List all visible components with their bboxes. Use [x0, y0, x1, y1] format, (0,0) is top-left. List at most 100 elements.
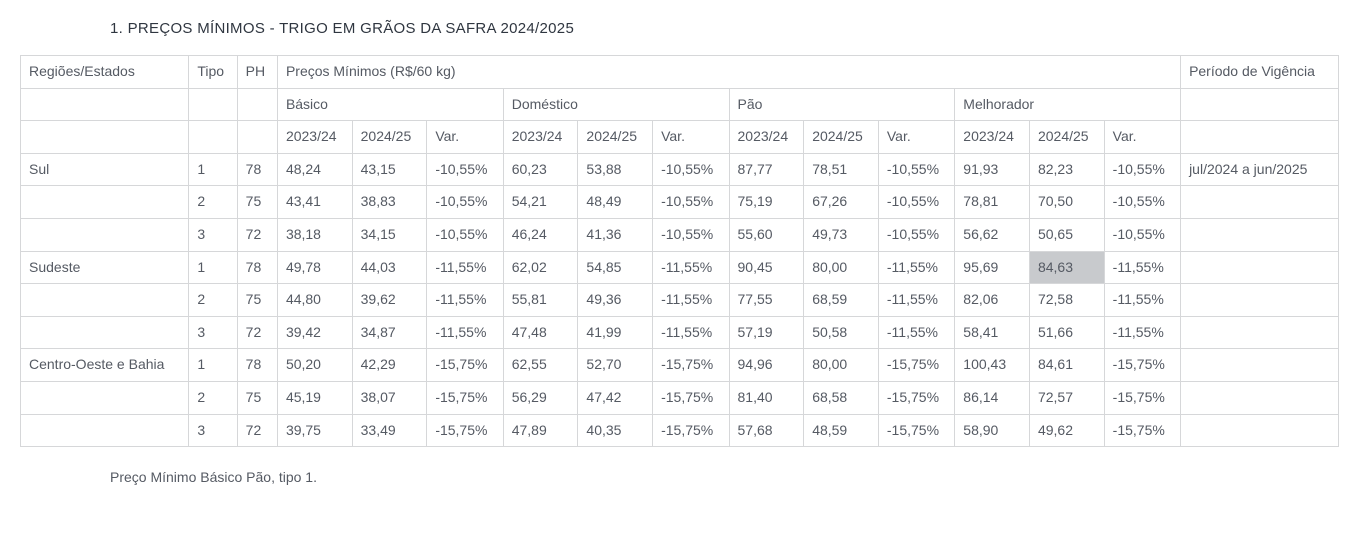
cell-pao: 57,68	[729, 414, 804, 447]
cell-tipo: 2	[189, 284, 237, 317]
cell-basico: 34,87	[352, 316, 427, 349]
cell-ph: 72	[237, 218, 277, 251]
cell-melhorador: 56,62	[955, 218, 1030, 251]
cell-melhorador: 84,61	[1029, 349, 1104, 382]
h2-blank-regioes	[21, 88, 189, 121]
h3-blank-regioes	[21, 121, 189, 154]
cell-melhorador: 58,41	[955, 316, 1030, 349]
cell-domestico: -15,75%	[653, 414, 729, 447]
cell-melhorador: 49,62	[1029, 414, 1104, 447]
cell-melhorador: -11,55%	[1104, 284, 1180, 317]
cell-ph: 75	[237, 284, 277, 317]
cell-tipo: 1	[189, 153, 237, 186]
cell-tipo: 2	[189, 381, 237, 414]
cell-pao: 80,00	[804, 251, 879, 284]
cell-tipo: 1	[189, 349, 237, 382]
cell-pao: 57,19	[729, 316, 804, 349]
table-row: 37239,7533,49-15,75%47,8940,35-15,75%57,…	[21, 414, 1339, 447]
cell-pao: -11,55%	[878, 251, 954, 284]
cell-domestico: 47,42	[578, 381, 653, 414]
cell-domestico: -11,55%	[653, 284, 729, 317]
col-periodo: Período de Vigência	[1181, 56, 1339, 89]
table-row: 27544,8039,62-11,55%55,8149,36-11,55%77,…	[21, 284, 1339, 317]
table-row: Sudeste17849,7844,03-11,55%62,0254,85-11…	[21, 251, 1339, 284]
cell-melhorador: -15,75%	[1104, 414, 1180, 447]
col-domestico-2023: 2023/24	[503, 121, 578, 154]
cell-basico: 44,80	[277, 284, 352, 317]
cell-pao: 55,60	[729, 218, 804, 251]
cell-melhorador: 51,66	[1029, 316, 1104, 349]
cell-pao: 68,59	[804, 284, 879, 317]
cell-domestico: 47,89	[503, 414, 578, 447]
cell-domestico: 48,49	[578, 186, 653, 219]
cell-regiao	[21, 316, 189, 349]
cell-pao: 77,55	[729, 284, 804, 317]
cell-melhorador: -10,55%	[1104, 153, 1180, 186]
cell-basico: -10,55%	[427, 186, 503, 219]
cell-domestico: 49,36	[578, 284, 653, 317]
cell-domestico: 41,99	[578, 316, 653, 349]
h2-blank-tipo	[189, 88, 237, 121]
col-basico-var: Var.	[427, 121, 503, 154]
col-domestico: Doméstico	[503, 88, 729, 121]
cell-basico: 42,29	[352, 349, 427, 382]
cell-pao: -11,55%	[878, 284, 954, 317]
cell-pao: 49,73	[804, 218, 879, 251]
cell-domestico: 54,21	[503, 186, 578, 219]
cell-basico: 34,15	[352, 218, 427, 251]
cell-ph: 78	[237, 251, 277, 284]
col-melhorador-2023: 2023/24	[955, 121, 1030, 154]
h2-blank-periodo	[1181, 88, 1339, 121]
cell-domestico: 60,23	[503, 153, 578, 186]
h3-blank-periodo	[1181, 121, 1339, 154]
cell-pao: 67,26	[804, 186, 879, 219]
cell-melhorador: -11,55%	[1104, 251, 1180, 284]
cell-domestico: 41,36	[578, 218, 653, 251]
cell-periodo	[1181, 218, 1339, 251]
col-basico-2024: 2024/25	[352, 121, 427, 154]
cell-basico: -10,55%	[427, 153, 503, 186]
cell-pao: 48,59	[804, 414, 879, 447]
col-melhorador-var: Var.	[1104, 121, 1180, 154]
col-domestico-2024: 2024/25	[578, 121, 653, 154]
col-precos-minimos: Preços Mínimos (R$/60 kg)	[277, 56, 1180, 89]
cell-domestico: -10,55%	[653, 218, 729, 251]
col-pao-var: Var.	[878, 121, 954, 154]
cell-melhorador: 86,14	[955, 381, 1030, 414]
cell-basico: -11,55%	[427, 251, 503, 284]
cell-regiao: Sul	[21, 153, 189, 186]
cell-domestico: -15,75%	[653, 381, 729, 414]
cell-pao: -15,75%	[878, 349, 954, 382]
col-tipo: Tipo	[189, 56, 237, 89]
col-basico: Básico	[277, 88, 503, 121]
cell-basico: 43,15	[352, 153, 427, 186]
cell-domestico: -11,55%	[653, 316, 729, 349]
cell-periodo	[1181, 251, 1339, 284]
header-row-3: 2023/24 2024/25 Var. 2023/24 2024/25 Var…	[21, 121, 1339, 154]
cell-domestico: 62,02	[503, 251, 578, 284]
col-melhorador-2024: 2024/25	[1029, 121, 1104, 154]
cell-pao: -11,55%	[878, 316, 954, 349]
cell-pao: 75,19	[729, 186, 804, 219]
cell-basico: 50,20	[277, 349, 352, 382]
cell-tipo: 3	[189, 218, 237, 251]
cell-ph: 75	[237, 186, 277, 219]
cell-periodo	[1181, 186, 1339, 219]
col-pao-2024: 2024/25	[804, 121, 879, 154]
cell-regiao	[21, 381, 189, 414]
cell-domestico: 52,70	[578, 349, 653, 382]
table-row: 27543,4138,83-10,55%54,2148,49-10,55%75,…	[21, 186, 1339, 219]
cell-domestico: 56,29	[503, 381, 578, 414]
cell-basico: -15,75%	[427, 349, 503, 382]
cell-pao: 68,58	[804, 381, 879, 414]
cell-ph: 72	[237, 414, 277, 447]
cell-pao: -15,75%	[878, 414, 954, 447]
table-row: Centro-Oeste e Bahia17850,2042,29-15,75%…	[21, 349, 1339, 382]
cell-melhorador: 72,58	[1029, 284, 1104, 317]
cell-pao: 90,45	[729, 251, 804, 284]
cell-periodo	[1181, 414, 1339, 447]
cell-melhorador: 91,93	[955, 153, 1030, 186]
cell-melhorador: -11,55%	[1104, 316, 1180, 349]
cell-tipo: 2	[189, 186, 237, 219]
cell-melhorador: 50,65	[1029, 218, 1104, 251]
